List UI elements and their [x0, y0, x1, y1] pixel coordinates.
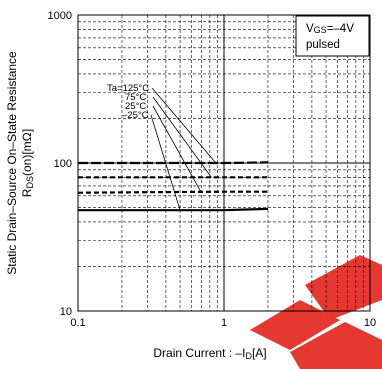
annotation-leader-line: [152, 96, 212, 178]
y-axis-label-line1: Static Drain–Source On–State Resistance: [5, 51, 19, 275]
x-tick-label: 0.1: [70, 317, 85, 329]
y-axis-label-line2: RDS(on)[mΩ]: [20, 129, 35, 197]
watermark-logo: [250, 255, 382, 369]
series-annotation: 25°C: [125, 101, 146, 112]
annotation-leader-line: [151, 87, 217, 164]
y-axis-label-group: Static Drain–Source On–State Resistance …: [5, 51, 35, 275]
y-tick-label: 10: [60, 306, 72, 318]
series-line-1: [78, 161, 269, 165]
annotation-leader-line: [152, 105, 202, 193]
annotation-leader-line: [150, 114, 181, 211]
series-layer: [77, 161, 269, 212]
series-annotation: –25°C: [122, 110, 149, 121]
x-axis-label: Drain Current : –ID[A]: [153, 346, 266, 361]
x-tick-label: 10: [364, 317, 376, 329]
tick-labels: 0.1 1 10 10 100 1000: [48, 10, 377, 329]
conditions-line2: pulsed: [306, 39, 340, 51]
conditions-line1: VGS=–4V: [306, 23, 354, 35]
series-line-4: [78, 207, 269, 212]
series-annotation: 75°C: [125, 92, 146, 103]
conditions-box: VGS=–4V pulsed: [295, 15, 370, 57]
series-annotation: Ta=125°C: [107, 83, 149, 94]
series-annotations: Ta=125°C75°C25°C–25°C: [107, 83, 217, 211]
y-tick-label: 100: [54, 158, 72, 170]
y-tick-label: 1000: [48, 10, 72, 22]
series-line-3: [77, 190, 268, 194]
x-tick-label: 1: [221, 317, 227, 329]
